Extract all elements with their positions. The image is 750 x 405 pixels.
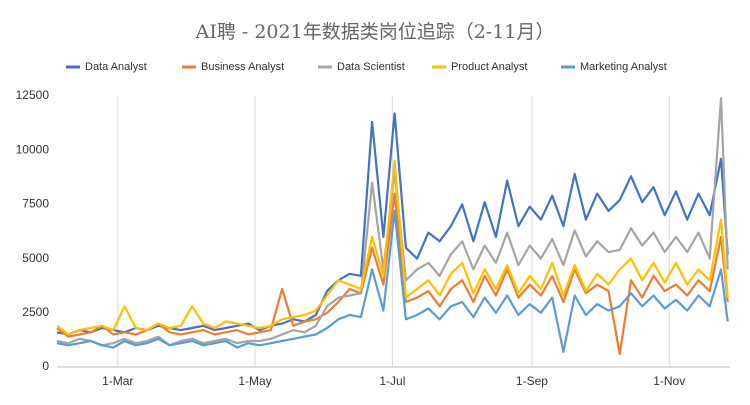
legend-label: Business Analyst <box>201 61 284 73</box>
x-tick-label: 1-Sep <box>516 374 548 388</box>
y-tick-label: 12500 <box>16 88 50 102</box>
legend-label: Marketing Analyst <box>580 61 667 73</box>
y-tick-label: 10000 <box>16 142 50 156</box>
legend-label: Data Analyst <box>85 61 147 73</box>
x-tick-label: 1-Jul <box>379 374 405 388</box>
y-tick-label: 7500 <box>22 197 49 211</box>
x-tick-label: 1-Nov <box>653 374 685 388</box>
series-line <box>56 209 729 353</box>
y-tick-label: 5000 <box>22 251 49 265</box>
y-tick-label: 0 <box>42 359 49 373</box>
legend-label: Product Analyst <box>451 61 527 73</box>
series-line <box>56 192 729 356</box>
x-tick-label: 1-May <box>238 374 271 388</box>
chart-title: AI聘 - 2021年数据类岗位追踪（2-11月） <box>195 21 555 43</box>
series-line <box>56 159 729 336</box>
x-tick-label: 1-Mar <box>102 374 133 388</box>
legend-label: Data Scientist <box>337 61 405 73</box>
y-tick-label: 2500 <box>22 305 49 319</box>
